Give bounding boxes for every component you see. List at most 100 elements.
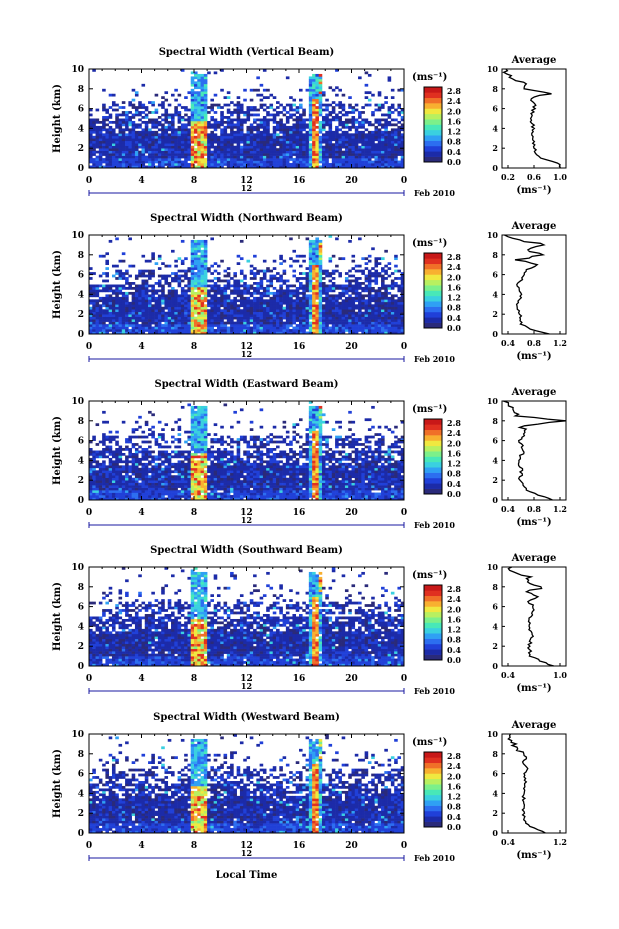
x-tick-label: 0 [86,841,92,851]
colorbar-segment [424,649,442,655]
colorbar-tick-label: 2.4 [447,594,461,604]
colorbar-tick-label: 0.4 [447,147,461,157]
colorbar-segment [424,135,442,141]
y-tick-label: 4 [78,124,84,134]
colorbar-segment [424,440,442,447]
panel-2: Spectral Width (Northward Beam) Height (k… [52,213,567,364]
colorbar-frame [423,86,443,163]
colorbar-segment [424,108,442,115]
average-frame [501,68,567,169]
average-y-tick-label: 10 [487,396,499,406]
colorbar-tick-label: 2.8 [447,252,461,262]
y-tick-label: 4 [78,789,84,799]
y-axis-label: Height (km) [52,749,63,818]
x-tick-label: 16 [293,674,306,684]
average-title: Average [511,720,557,731]
y-tick-label: 6 [78,603,84,613]
colorbar-segment [424,258,442,265]
y-tick-label: 0 [78,662,84,672]
colorbar-tick-label: 1.6 [447,781,461,791]
heatmap-cells [89,235,405,335]
average-y-tick-label: 8 [492,416,498,426]
average-x-tick-label: 0.8 [527,338,541,348]
x-tick-label: 8 [191,508,197,518]
average-profile-line [503,400,566,501]
x-tick-label: 0 [401,841,407,851]
average-x-axis-label: (ms⁻¹) [516,850,551,861]
colorbar-segment [424,151,442,157]
average-y-tick-label: 10 [487,230,499,240]
average-x-tick-label: 1.0 [553,172,567,182]
x-tick-label: 12 [240,176,253,186]
colorbar-tick-label: 0.8 [447,635,461,645]
colorbar-segment [424,290,442,297]
colorbar-segment [424,617,442,623]
colorbar-segment [424,611,442,618]
average-title: Average [511,553,557,564]
colorbar-segment [424,435,442,441]
colorbar-segment [424,768,442,774]
colorbar-segment [424,285,442,291]
average-y-tick-label: 2 [492,143,498,153]
colorbar-segment [424,654,442,661]
x-tick-label: 12 [240,841,253,851]
colorbar-tick-label: 2.0 [447,438,461,448]
average-x-axis-label: (ms⁻¹) [516,683,551,694]
colorbar-segment [424,784,442,790]
x-tick-label: 20 [345,508,358,518]
colorbar-segment [424,606,442,613]
colorbar-segment [424,424,442,431]
y-tick-label: 8 [78,583,84,593]
x-tick-label: 12 [240,674,253,684]
colorbar-segment [424,269,442,275]
colorbar-segment [424,821,442,828]
y-tick-label: 2 [78,310,84,320]
colorbar-segment [424,451,442,457]
colorbar-segment [424,810,442,817]
date-tick-label: 12 [241,183,252,193]
date-label: Feb 2010 [414,520,455,530]
colorbar-frame [423,584,443,661]
colorbar-tick-label: 2.0 [447,604,461,614]
colorbar-unit-label: (ms⁻¹) [412,404,447,415]
average-x-tick-label: 0.8 [527,504,541,514]
y-tick-label: 8 [78,417,84,427]
colorbar-tick-label: 2.4 [447,428,461,438]
colorbar-tick-label: 2.8 [447,584,461,594]
colorbar-segment [424,113,442,120]
colorbar-segment [424,456,442,463]
panel-title: Spectral Width (Northward Beam) [150,213,343,224]
x-tick-label: 16 [293,176,306,186]
average-y-tick-label: 6 [492,769,498,779]
average-profile-line [507,733,546,834]
colorbar-segment [424,156,442,163]
colorbar-tick-label: 1.6 [447,282,461,292]
y-tick-label: 4 [78,456,84,466]
x-tick-label: 12 [240,508,253,518]
colorbar-segment [424,92,442,99]
x-tick-label: 0 [86,176,92,186]
y-tick-label: 2 [78,144,84,154]
colorbar-frame [423,418,443,495]
x-tick-label: 4 [138,508,144,518]
y-tick-label: 4 [78,290,84,300]
x-tick-label: 8 [191,342,197,352]
date-tick-label: 12 [241,515,252,525]
colorbar-tick-label: 2.4 [447,262,461,272]
panel-title: Spectral Width (Westward Beam) [153,712,340,723]
colorbar-segment [424,773,442,780]
colorbar-segment [424,488,442,495]
colorbar-tick-label: 1.2 [447,459,461,469]
colorbar-unit-label: (ms⁻¹) [412,72,447,83]
colorbar-tick-label: 0.0 [447,822,461,832]
colorbar-unit-label: (ms⁻¹) [412,737,447,748]
date-label: Feb 2010 [414,354,455,364]
average-y-tick-label: 2 [492,808,498,818]
colorbar-tick-label: 2.0 [447,272,461,282]
colorbar-tick-label: 1.2 [447,792,461,802]
colorbar-segment [424,638,442,645]
colorbar-tick-label: 0.4 [447,812,461,822]
colorbar-segment [424,800,442,806]
average-y-tick-label: 0 [492,329,498,339]
colorbar-tick-label: 2.0 [447,771,461,781]
